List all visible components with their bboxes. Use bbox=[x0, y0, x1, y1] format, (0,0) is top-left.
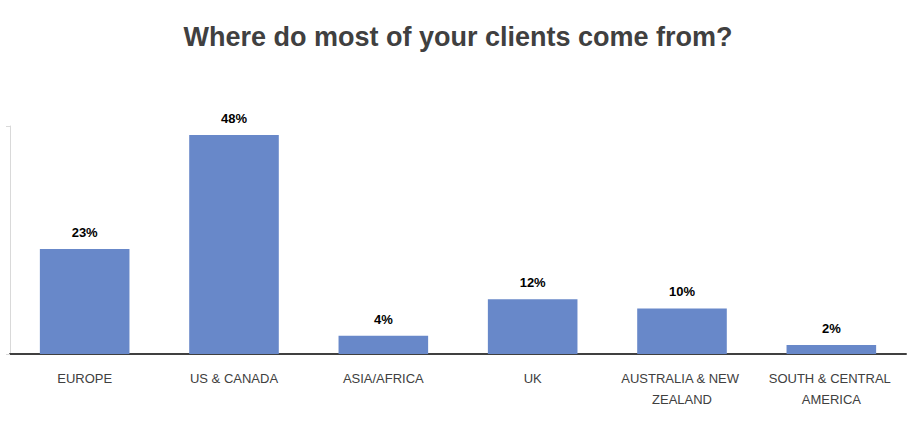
svg-text:SOUTH & CENTRAL: SOUTH & CENTRAL bbox=[769, 371, 894, 386]
svg-text:2%: 2% bbox=[822, 321, 841, 336]
svg-text:4%: 4% bbox=[374, 312, 393, 327]
svg-text:10%: 10% bbox=[669, 284, 695, 299]
svg-text:EUROPE: EUROPE bbox=[57, 371, 112, 386]
svg-text:ZEALAND: ZEALAND bbox=[652, 392, 712, 407]
svg-text:12%: 12% bbox=[520, 275, 546, 290]
svg-text:ASIA/AFRICA: ASIA/AFRICA bbox=[343, 371, 424, 386]
svg-text:AUSTRALIA & NEW: AUSTRALIA & NEW bbox=[621, 371, 742, 386]
svg-text:Where do most of your clients: Where do most of your clients come from? bbox=[183, 22, 732, 52]
svg-text:US & CANADA: US & CANADA bbox=[190, 371, 278, 386]
svg-text:23%: 23% bbox=[72, 225, 98, 240]
svg-text:UK: UK bbox=[524, 371, 542, 386]
svg-text:AMERICA: AMERICA bbox=[802, 392, 862, 407]
svg-text:48%: 48% bbox=[221, 111, 247, 126]
